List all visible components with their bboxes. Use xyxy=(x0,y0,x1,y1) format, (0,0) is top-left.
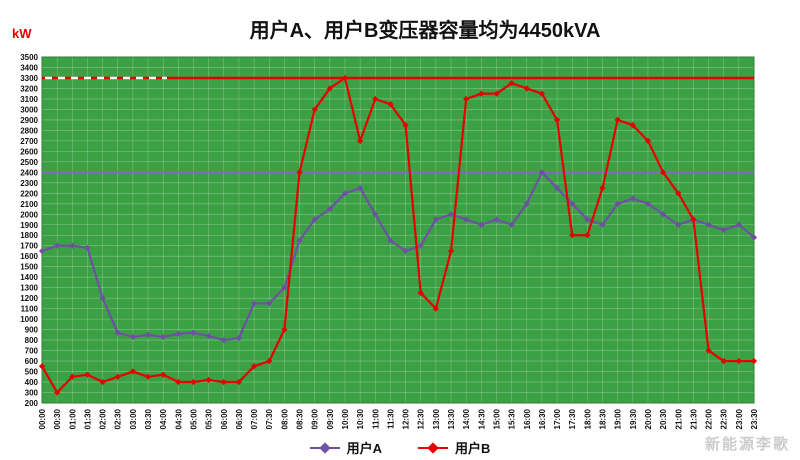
svg-text:04:00: 04:00 xyxy=(159,408,168,429)
svg-text:03:00: 03:00 xyxy=(129,408,138,429)
svg-text:00:00: 00:00 xyxy=(38,408,47,429)
svg-text:1000: 1000 xyxy=(20,315,38,324)
svg-text:02:30: 02:30 xyxy=(114,408,123,429)
svg-text:00:30: 00:30 xyxy=(53,408,62,429)
svg-text:18:30: 18:30 xyxy=(599,408,608,429)
svg-text:15:00: 15:00 xyxy=(492,408,501,429)
series-b-marker-icon xyxy=(418,441,448,454)
svg-text:200: 200 xyxy=(25,399,39,408)
svg-text:18:00: 18:00 xyxy=(583,408,592,429)
legend-item-user-a: 用户A xyxy=(309,438,382,457)
y-axis-unit-label: kW xyxy=(12,26,32,41)
svg-text:3500: 3500 xyxy=(20,53,38,62)
svg-text:1100: 1100 xyxy=(21,305,39,314)
svg-text:600: 600 xyxy=(25,357,39,366)
svg-text:700: 700 xyxy=(25,347,39,356)
svg-text:3000: 3000 xyxy=(20,105,38,114)
svg-text:2500: 2500 xyxy=(20,158,38,167)
svg-text:23:00: 23:00 xyxy=(735,408,744,429)
svg-text:20:00: 20:00 xyxy=(644,408,653,429)
svg-text:1800: 1800 xyxy=(20,231,38,240)
legend-label-user-a: 用户A xyxy=(346,441,382,456)
svg-text:10:00: 10:00 xyxy=(341,408,350,429)
svg-text:900: 900 xyxy=(25,326,39,335)
svg-text:15:30: 15:30 xyxy=(508,408,517,429)
svg-text:2700: 2700 xyxy=(20,137,38,146)
svg-text:05:30: 05:30 xyxy=(205,408,214,429)
svg-text:21:30: 21:30 xyxy=(689,408,698,429)
svg-text:17:30: 17:30 xyxy=(568,408,577,429)
svg-text:17:00: 17:00 xyxy=(553,408,562,429)
series-a-marker-icon xyxy=(309,441,340,454)
svg-text:21:00: 21:00 xyxy=(674,408,683,429)
svg-text:2800: 2800 xyxy=(20,126,38,135)
svg-text:13:00: 13:00 xyxy=(432,408,441,429)
svg-text:22:00: 22:00 xyxy=(705,408,714,429)
svg-text:04:30: 04:30 xyxy=(174,408,183,429)
svg-text:09:00: 09:00 xyxy=(311,408,320,429)
svg-text:2300: 2300 xyxy=(20,179,38,188)
svg-text:13:30: 13:30 xyxy=(447,408,456,429)
svg-text:03:30: 03:30 xyxy=(144,408,153,429)
svg-text:08:00: 08:00 xyxy=(280,408,289,429)
svg-text:19:30: 19:30 xyxy=(629,408,638,429)
svg-text:20:30: 20:30 xyxy=(659,408,668,429)
svg-text:02:00: 02:00 xyxy=(99,408,108,429)
legend-item-user-b: 用户B xyxy=(418,438,490,457)
svg-text:22:30: 22:30 xyxy=(720,408,729,429)
svg-text:19:00: 19:00 xyxy=(614,408,623,429)
svg-text:800: 800 xyxy=(25,336,39,345)
svg-text:06:30: 06:30 xyxy=(235,408,244,429)
svg-text:1500: 1500 xyxy=(20,263,38,272)
svg-text:2400: 2400 xyxy=(20,168,38,177)
svg-text:1700: 1700 xyxy=(20,242,38,251)
svg-text:01:30: 01:30 xyxy=(83,408,92,429)
svg-text:3100: 3100 xyxy=(20,95,38,104)
svg-text:2200: 2200 xyxy=(20,189,38,198)
svg-text:11:30: 11:30 xyxy=(386,408,395,429)
svg-text:300: 300 xyxy=(25,389,39,398)
svg-text:14:30: 14:30 xyxy=(477,408,486,429)
svg-text:2600: 2600 xyxy=(20,147,38,156)
svg-text:1400: 1400 xyxy=(20,273,38,282)
svg-text:07:00: 07:00 xyxy=(250,408,259,429)
svg-text:11:00: 11:00 xyxy=(371,408,380,429)
svg-text:2000: 2000 xyxy=(20,210,38,219)
svg-text:06:00: 06:00 xyxy=(220,408,229,429)
svg-text:3400: 3400 xyxy=(20,63,38,72)
svg-text:07:30: 07:30 xyxy=(265,408,274,429)
svg-text:12:30: 12:30 xyxy=(417,408,426,429)
svg-text:1300: 1300 xyxy=(20,284,38,293)
svg-text:12:00: 12:00 xyxy=(402,408,411,429)
watermark: 新能源李歌 xyxy=(704,436,790,453)
svg-text:23:30: 23:30 xyxy=(750,408,759,429)
svg-text:3300: 3300 xyxy=(20,74,38,83)
svg-text:500: 500 xyxy=(25,368,39,377)
svg-text:05:00: 05:00 xyxy=(189,408,198,429)
svg-text:16:00: 16:00 xyxy=(523,408,532,429)
svg-text:10:30: 10:30 xyxy=(356,408,365,429)
svg-text:2100: 2100 xyxy=(20,200,38,209)
svg-text:2900: 2900 xyxy=(20,116,38,125)
legend-label-user-b: 用户B xyxy=(455,441,491,456)
svg-text:16:30: 16:30 xyxy=(538,408,547,429)
svg-text:1200: 1200 xyxy=(20,294,38,303)
svg-text:1600: 1600 xyxy=(20,252,38,261)
chart-title: 用户A、用户B变压器容量均为4450kVA xyxy=(249,20,601,42)
svg-text:08:30: 08:30 xyxy=(296,408,305,429)
svg-text:400: 400 xyxy=(25,378,39,387)
chart-legend: 用户A 用户B xyxy=(0,438,800,457)
svg-text:3200: 3200 xyxy=(20,84,38,93)
svg-text:09:30: 09:30 xyxy=(326,408,335,429)
svg-text:1900: 1900 xyxy=(20,221,38,230)
svg-text:01:00: 01:00 xyxy=(68,408,77,429)
svg-text:14:00: 14:00 xyxy=(462,408,471,429)
